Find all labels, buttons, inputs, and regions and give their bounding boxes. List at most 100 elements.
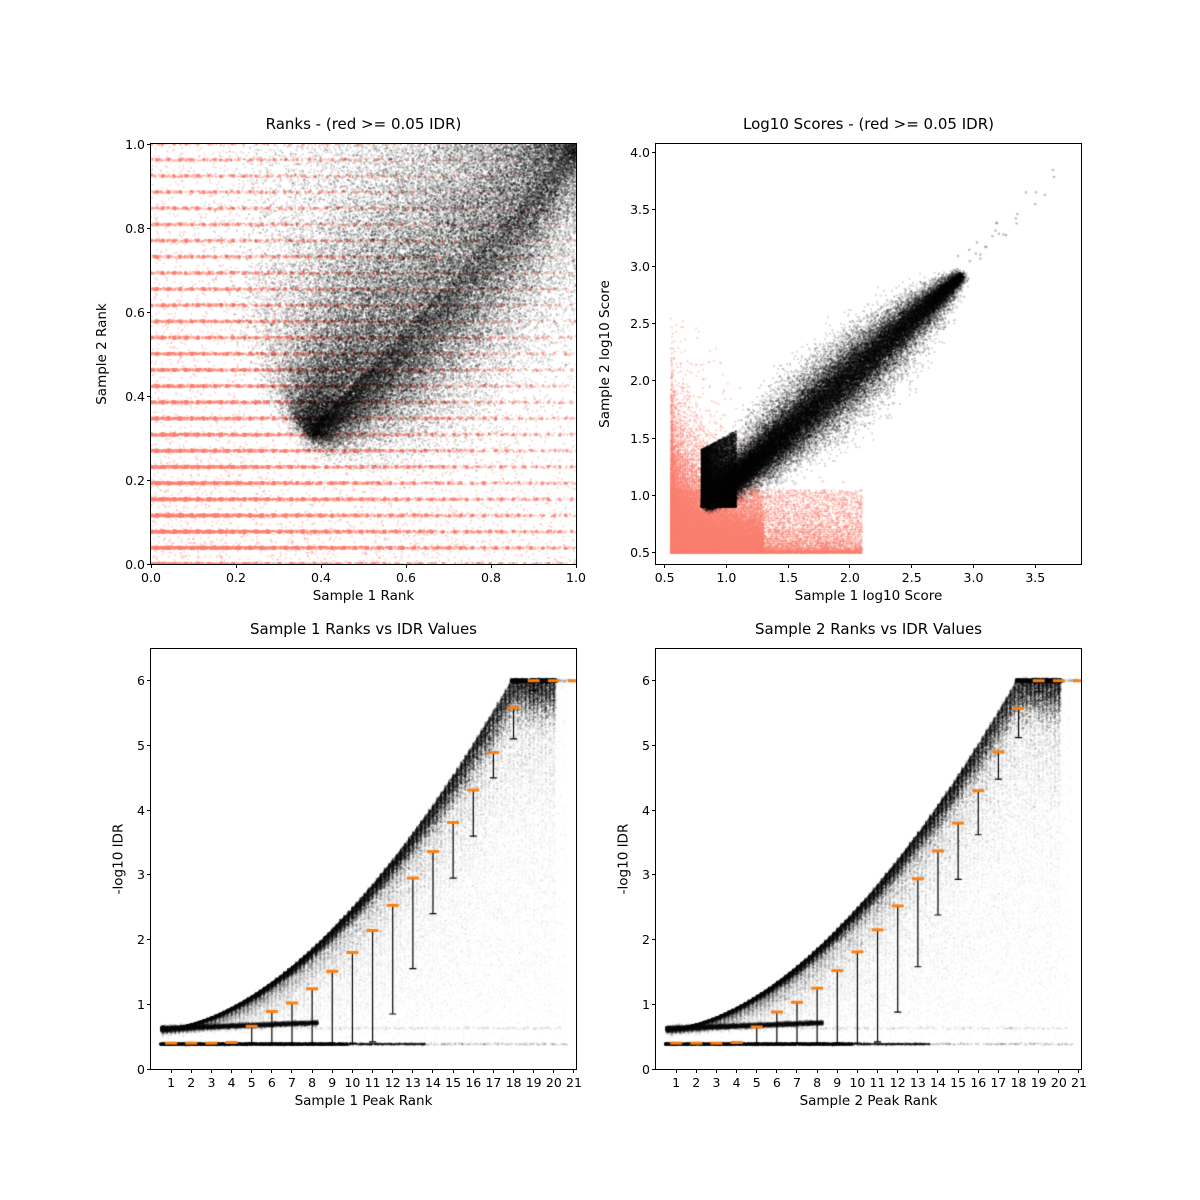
x-tick-mark [715, 1069, 717, 1073]
x-tick-label: 20 [1050, 1075, 1067, 1090]
x-tick-mark [231, 1069, 233, 1073]
y-tick-mark [652, 1068, 656, 1070]
y-tick-label: 0.0 [125, 556, 145, 572]
x-tick-mark [664, 564, 666, 568]
x-tick-mark [513, 1069, 515, 1073]
sample1-rank-idr-canvas [151, 649, 576, 1069]
y-tick-mark [652, 323, 656, 325]
x-tick-mark [271, 1069, 273, 1073]
x-tick-mark [170, 1069, 172, 1073]
y-tick-label: 1 [642, 996, 650, 1012]
x-tick-label: 7 [288, 1075, 296, 1090]
y-tick-mark [147, 143, 151, 145]
y-tick-label: 0 [137, 1061, 145, 1077]
y-tick-mark [147, 563, 151, 565]
x-tick-label: 0.0 [141, 570, 161, 585]
x-tick-label: 16 [465, 1075, 482, 1090]
x-tick-mark [573, 1069, 575, 1073]
x-tick-mark [957, 1069, 959, 1073]
x-tick-label: 0.4 [311, 570, 331, 585]
x-tick-label: 5 [752, 1075, 761, 1090]
score-scatter-canvas [656, 144, 1081, 564]
y-tick-label: 6 [137, 673, 145, 689]
y-tick-label: 3.0 [630, 258, 650, 274]
subplot-title: Sample 1 Ranks vs IDR Values [249, 620, 477, 638]
y-tick-label: 3 [137, 867, 145, 883]
x-tick-mark [756, 1069, 758, 1073]
y-tick-label: 0.5 [630, 545, 650, 561]
y-axis-label-wrap: Sample 2 Rank [93, 144, 111, 564]
x-tick-label: 1.5 [778, 570, 799, 585]
x-tick-mark [937, 1069, 939, 1073]
x-axis-label: Sample 2 Peak Rank [799, 1093, 938, 1109]
y-tick-label: 1.0 [125, 136, 145, 152]
y-tick-mark [147, 1003, 151, 1005]
y-tick-mark [147, 809, 151, 811]
x-tick-mark [725, 564, 727, 568]
x-axis-label: Sample 1 Rank [312, 588, 415, 604]
y-tick-mark [652, 680, 656, 682]
x-tick-mark [856, 1069, 858, 1073]
x-tick-label: 6 [772, 1075, 781, 1090]
x-tick-label: 1 [167, 1075, 176, 1090]
y-tick-mark [147, 227, 151, 229]
x-tick-mark [331, 1069, 333, 1073]
x-tick-label: 17 [485, 1075, 502, 1090]
y-tick-label: 4 [642, 802, 650, 818]
sample2-rank-idr-canvas [656, 649, 1081, 1069]
y-tick-mark [652, 437, 656, 439]
subplot-sample2-rank-idr: Sample 2 Ranks vs IDR Values Sample 2 Pe… [615, 620, 1087, 1109]
x-tick-mark [997, 1069, 999, 1073]
y-axis-label: -log10 IDR [615, 823, 631, 895]
x-tick-mark [1038, 1069, 1040, 1073]
y-tick-mark [652, 874, 656, 876]
x-tick-mark [973, 564, 974, 568]
x-tick-mark [816, 1069, 818, 1073]
x-tick-label: 0.2 [226, 570, 246, 585]
y-tick-mark [652, 494, 656, 496]
x-axis-label: Sample 1 Peak Rank [294, 1093, 433, 1109]
y-tick-label: 0 [642, 1061, 650, 1077]
x-tick-label: 7 [793, 1075, 801, 1090]
y-tick-label: 0.8 [125, 220, 145, 236]
y-tick-label: 0.4 [125, 388, 145, 404]
x-tick-mark [235, 564, 237, 568]
x-tick-label: 21 [1071, 1075, 1087, 1090]
x-tick-label: 14 [930, 1075, 946, 1090]
x-tick-mark [787, 564, 789, 568]
y-tick-label: 3 [642, 867, 650, 883]
subplot-score-scatter: Log10 Scores - (red >= 0.05 IDR) Sample … [597, 115, 1082, 604]
x-tick-label: 1 [672, 1075, 681, 1090]
x-tick-label: 11 [869, 1075, 886, 1090]
x-tick-label: 12 [889, 1075, 906, 1090]
x-tick-label: 4 [227, 1075, 236, 1090]
x-tick-label: 3 [207, 1075, 216, 1090]
x-tick-mark [1018, 1069, 1020, 1073]
x-tick-label: 5 [247, 1075, 256, 1090]
y-tick-mark [652, 208, 656, 210]
x-tick-mark [351, 1069, 353, 1073]
y-tick-label: 1.0 [630, 487, 650, 503]
x-tick-label: 1.0 [566, 570, 586, 585]
x-tick-label: 3.0 [963, 570, 984, 585]
x-tick-label: 3 [712, 1075, 721, 1090]
x-tick-label: 13 [909, 1075, 926, 1090]
x-tick-mark [311, 1069, 313, 1073]
x-tick-label: 4 [732, 1075, 741, 1090]
x-tick-mark [490, 564, 492, 568]
x-axis-label: Sample 1 log10 Score [794, 588, 943, 604]
y-tick-label: 4 [137, 802, 145, 818]
x-tick-label: 18 [505, 1075, 522, 1090]
rank-scatter-canvas [151, 144, 576, 564]
y-tick-label: 5 [137, 737, 145, 753]
y-tick-mark [147, 680, 151, 682]
x-tick-mark [492, 1069, 494, 1073]
x-tick-mark [917, 1069, 919, 1073]
y-tick-label: 3.5 [630, 201, 650, 217]
x-tick-mark [776, 1069, 778, 1073]
x-tick-mark [977, 1069, 979, 1073]
x-tick-mark [553, 1069, 555, 1073]
x-tick-mark [849, 564, 851, 568]
x-tick-label: 19 [525, 1075, 542, 1090]
